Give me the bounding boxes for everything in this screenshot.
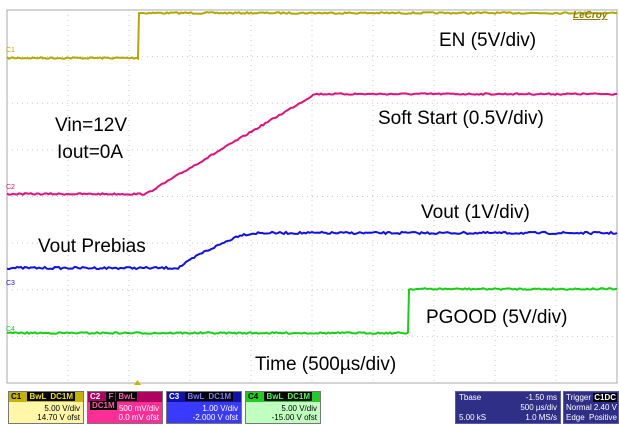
- c3-scale: 1.00 V/div: [202, 404, 238, 413]
- vin-label: Vin=12V: [55, 115, 128, 136]
- channel-c3-panel[interactable]: C3 BwL DC1M 1.00 V/div -2.000 V ofst: [166, 391, 242, 424]
- trigger-position-marker: [134, 380, 141, 385]
- c3-vout-trace: [6, 230, 618, 271]
- c2-bw-tag: BwL: [116, 392, 138, 401]
- c4-marker: C4: [6, 326, 15, 333]
- c1-bw-tag: BwL: [27, 392, 49, 401]
- c1-id: C1: [11, 392, 22, 401]
- c3-offset: -2.000 V ofst: [192, 413, 238, 422]
- c3-coupling-tag: DC1M: [206, 392, 234, 401]
- channel-c4-panel[interactable]: C4 BwL DC1M 5.00 V/div -15.00 V ofst: [245, 391, 321, 424]
- brand-logo: LeCroy: [573, 10, 608, 21]
- trigger-source: C1: [594, 393, 605, 402]
- trigger-type: Edge: [566, 413, 585, 422]
- graticule-grid: [6, 9, 618, 384]
- c2-id: C2: [90, 392, 101, 401]
- trigger-level: 2.40 V: [593, 403, 617, 412]
- timebase-samples: 5.00 kS: [459, 413, 487, 422]
- c4-pgood-trace: [6, 287, 617, 335]
- vout-label: Vout (1V/div): [421, 202, 530, 223]
- trigger-label: Trigger: [566, 393, 592, 402]
- trigger-slope: Positive: [588, 413, 617, 422]
- c2-soft-start-trace: [6, 92, 618, 196]
- c3-id: C3: [169, 392, 180, 401]
- c4-coupling-tag: DC1M: [285, 392, 313, 401]
- c4-offset: -15.00 V ofst: [271, 413, 317, 422]
- c2-marker: C2: [6, 184, 15, 191]
- c2-coupling-tag: DC1M: [90, 401, 117, 410]
- timebase-per-div: 500 µs/div: [520, 403, 557, 412]
- c4-bw-tag: BwL: [264, 392, 286, 401]
- timebase-rate: 1.0 MS/s: [525, 413, 557, 422]
- en-label: EN (5V/div): [439, 30, 537, 51]
- channel-c1-panel[interactable]: C1 BwL DC1M 5.00 V/div 14.70 V ofst: [8, 391, 84, 424]
- c2-offset: 0.0 mV ofst: [118, 413, 159, 422]
- c4-id: C4: [248, 392, 259, 401]
- channel-c2-panel[interactable]: C2 F BwLDC1M 500 mV/div 0.0 mV ofst: [87, 391, 163, 424]
- timebase-panel[interactable]: Tbase -1.50 ms 500 µs/div 5.00 kS 1.0 MS…: [455, 391, 561, 424]
- waveform-plot: [6, 9, 618, 385]
- iout-label: Iout=0A: [57, 142, 124, 163]
- c2-f-tag: F: [106, 392, 116, 401]
- c1-marker: C1: [6, 47, 15, 54]
- c1-offset: 14.70 V ofst: [37, 413, 80, 422]
- timebase-label: Tbase: [459, 393, 482, 402]
- timebase-delay: -1.50 ms: [525, 393, 557, 402]
- trigger-panel[interactable]: Trigger C1DC Normal 2.40 V Edge Positive: [563, 391, 619, 424]
- c2-scale: 500 mV/div: [118, 404, 159, 413]
- soft-start-label: Soft Start (0.5V/div): [378, 108, 544, 129]
- time-label: Time (500µs/div): [255, 354, 397, 375]
- c1-scale: 5.00 V/div: [44, 404, 80, 413]
- c1-en-trace: [6, 10, 618, 61]
- c3-marker: C3: [6, 280, 15, 287]
- trigger-source-badge: C1DC: [593, 393, 617, 402]
- pgood-label: PGOOD (5V/div): [426, 307, 568, 328]
- c1-coupling-tag: DC1M: [48, 392, 76, 401]
- trigger-mode: Normal: [566, 403, 592, 412]
- c4-scale: 5.00 V/div: [281, 404, 317, 413]
- vout-prebias-label: Vout Prebias: [38, 236, 146, 257]
- c3-bw-tag: BwL: [185, 392, 207, 401]
- trigger-coupling: DC: [604, 393, 616, 402]
